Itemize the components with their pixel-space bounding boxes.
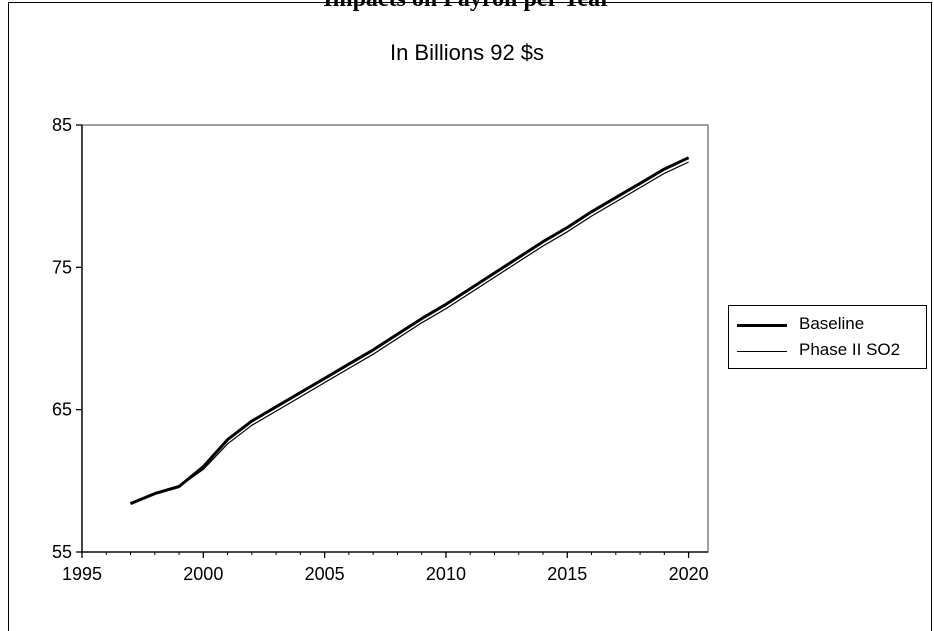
chart-frame xyxy=(8,2,932,631)
series-line-1 xyxy=(130,161,689,505)
y-tick-label-75: 75 xyxy=(52,257,72,277)
legend: Baseline Phase II SO2 xyxy=(728,305,927,369)
x-tick-label-2005: 2005 xyxy=(305,564,345,584)
legend-swatch-phase2 xyxy=(737,351,787,352)
legend-label-baseline: Baseline xyxy=(799,314,865,333)
y-tick-label-85: 85 xyxy=(52,115,72,135)
x-tick-label-1995: 1995 xyxy=(62,564,102,584)
y-tick-label-55: 55 xyxy=(52,542,72,562)
chart-title: In Billions 92 $s xyxy=(389,40,545,65)
ticks: 55 65 75 85 1995 2000 2005 2010 2015 2020 xyxy=(52,115,709,584)
legend-item-0: Baseline xyxy=(737,313,922,337)
y-tick-label-65: 65 xyxy=(52,400,72,420)
series-lines xyxy=(129,156,690,505)
x-tick-label-2015: 2015 xyxy=(547,564,587,584)
series-line-0 xyxy=(129,156,690,505)
x-tick-label-2000: 2000 xyxy=(183,564,223,584)
legend-swatch-baseline xyxy=(737,324,787,327)
legend-item-1: Phase II SO2 xyxy=(737,339,922,363)
x-tick-label-2020: 2020 xyxy=(669,564,709,584)
x-tick-label-2010: 2010 xyxy=(426,564,466,584)
legend-label-phase2: Phase II SO2 xyxy=(799,340,901,359)
axes xyxy=(81,124,709,553)
top-title: Impacts on Payroll per Year xyxy=(0,0,934,13)
